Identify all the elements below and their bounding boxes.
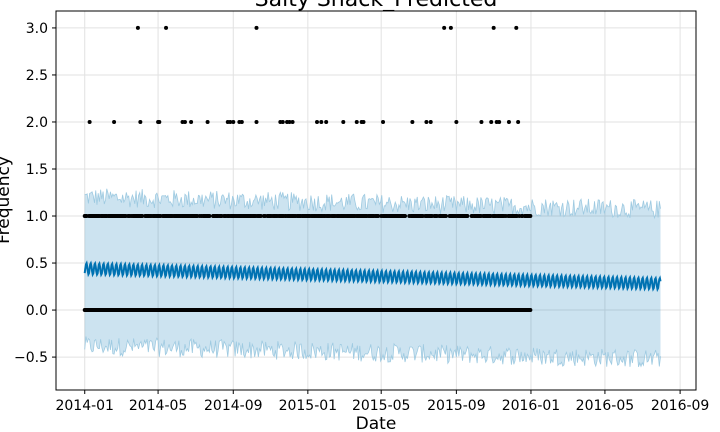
observed-point xyxy=(140,214,145,219)
observed-point xyxy=(290,119,295,124)
y-tick-label: 2.0 xyxy=(26,115,48,131)
interval-upper-edge xyxy=(84,188,661,220)
x-tick-label: 2015-09 xyxy=(427,398,486,414)
observed-point xyxy=(287,119,292,124)
observed-point xyxy=(491,25,496,30)
x-tick-label: 2016-09 xyxy=(651,398,710,414)
chart-title: Salty Snack_Predicted xyxy=(255,0,498,12)
observed-point xyxy=(489,119,494,124)
observed-point xyxy=(315,119,320,124)
observed-point xyxy=(361,119,366,124)
observed-point xyxy=(231,119,236,124)
observed-point xyxy=(254,25,259,30)
observed-point xyxy=(354,119,359,124)
observed-point xyxy=(443,214,448,219)
observed-points xyxy=(82,25,533,313)
y-tick-label: 0.0 xyxy=(26,303,48,319)
observed-point xyxy=(465,214,470,219)
observed-point xyxy=(280,119,285,124)
observed-point xyxy=(205,119,210,124)
plot-frame xyxy=(55,10,697,391)
y-tick-label: 0.5 xyxy=(26,256,48,272)
observed-point xyxy=(479,119,484,124)
x-axis-ticks: 2014-01 2014-05 2014-09 2015-01 2015-05 2015-… xyxy=(55,390,709,414)
x-tick-label: 2016-01 xyxy=(502,398,561,414)
observed-point xyxy=(376,214,381,219)
observed-point xyxy=(138,119,143,124)
x-tick-label: 2014-05 xyxy=(129,398,188,414)
observed-point xyxy=(516,119,521,124)
forecast-line xyxy=(83,260,662,293)
y-tick-label: −0.5 xyxy=(14,350,48,366)
observed-point xyxy=(448,25,453,30)
interval-lower-edge xyxy=(84,336,661,368)
x-tick-label: 2014-01 xyxy=(55,398,114,414)
y-axis-ticks: −0.5 0.0 0.5 1.0 1.5 2.0 2.5 3.0 xyxy=(14,21,56,366)
observed-point xyxy=(341,119,346,124)
observed-point xyxy=(424,119,429,124)
observed-point xyxy=(189,119,194,124)
observed-point xyxy=(258,214,263,219)
observed-point xyxy=(254,119,259,124)
observed-point xyxy=(164,25,169,30)
observed-point xyxy=(157,119,162,124)
y-tick-label: 2.5 xyxy=(26,68,48,84)
observed-point xyxy=(528,214,533,219)
observed-point xyxy=(228,119,233,124)
forecast-yhat xyxy=(83,260,662,293)
y-tick-label: 1.0 xyxy=(26,209,48,225)
x-axis-label: Date xyxy=(356,414,397,432)
observed-point xyxy=(324,119,329,124)
observed-point xyxy=(182,119,187,124)
observed-point xyxy=(403,214,408,219)
observed-point xyxy=(319,119,324,124)
observed-point xyxy=(497,119,502,124)
observed-point xyxy=(428,119,433,124)
x-tick-label: 2016-05 xyxy=(576,398,635,414)
observed-point xyxy=(454,119,459,124)
observed-point xyxy=(87,119,92,124)
observed-point xyxy=(410,119,415,124)
y-tick-label: 3.0 xyxy=(26,21,48,37)
observed-point xyxy=(442,25,447,30)
observed-point xyxy=(239,119,244,124)
x-tick-label: 2014-09 xyxy=(204,398,263,414)
y-axis-label: Frequency xyxy=(0,156,14,244)
x-tick-label: 2015-05 xyxy=(352,398,411,414)
observed-point xyxy=(207,214,212,219)
observed-point xyxy=(506,119,511,124)
observed-point xyxy=(528,308,533,313)
observed-point xyxy=(112,119,117,124)
y-tick-label: 1.5 xyxy=(26,162,48,178)
observed-point xyxy=(381,119,386,124)
observed-point xyxy=(514,25,519,30)
x-tick-label: 2015-01 xyxy=(279,398,338,414)
observed-point xyxy=(135,25,140,30)
